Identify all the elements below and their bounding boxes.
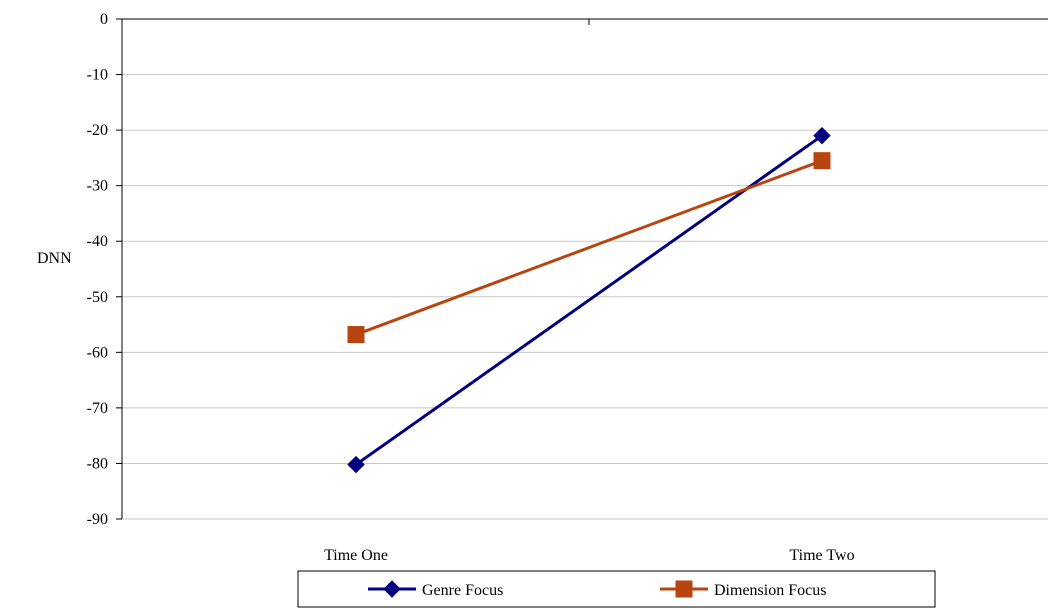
y-tick-label: -60 — [87, 344, 108, 361]
x-tick-label: Time Two — [789, 547, 854, 564]
square-marker — [813, 152, 831, 170]
y-tick-label: -30 — [87, 178, 108, 195]
y-tick-label: -50 — [87, 289, 108, 306]
y-tick-label: 0 — [100, 11, 108, 28]
series-line — [355, 159, 823, 336]
legend-label: Dimension Focus — [714, 582, 826, 599]
y-tick-label: -20 — [87, 122, 108, 139]
diamond-marker — [347, 455, 365, 474]
legend-item: Genre Focus — [368, 580, 503, 599]
x-tick-label: Time One — [324, 547, 388, 564]
square-marker — [675, 580, 693, 598]
y-tick-label: -70 — [87, 400, 108, 417]
y-axis-title: DNN — [37, 250, 72, 267]
series-line — [355, 134, 823, 466]
axes — [116, 18, 1048, 520]
legend-label: Genre Focus — [422, 582, 503, 599]
series-genre-focus — [347, 126, 831, 474]
y-tick-label: -10 — [87, 67, 108, 84]
tick-labels: 0 -10 -20 -30 -40 -50 -60 -70 -80 -90 Time One Time… — [87, 11, 855, 564]
legend-item: Dimension Focus — [660, 580, 826, 599]
square-marker — [347, 326, 365, 344]
series-dimension-focus — [347, 152, 831, 344]
diamond-marker — [383, 580, 401, 598]
legend: Genre Focus Dimension Focus — [297, 570, 936, 608]
diamond-marker — [813, 126, 831, 145]
y-tick-label: -80 — [87, 455, 108, 472]
series-layer — [347, 126, 831, 474]
legend-box — [297, 570, 936, 608]
y-tick-label: -90 — [87, 511, 108, 528]
y-tick-label: -40 — [87, 233, 108, 250]
gridlines — [122, 18, 1048, 464]
